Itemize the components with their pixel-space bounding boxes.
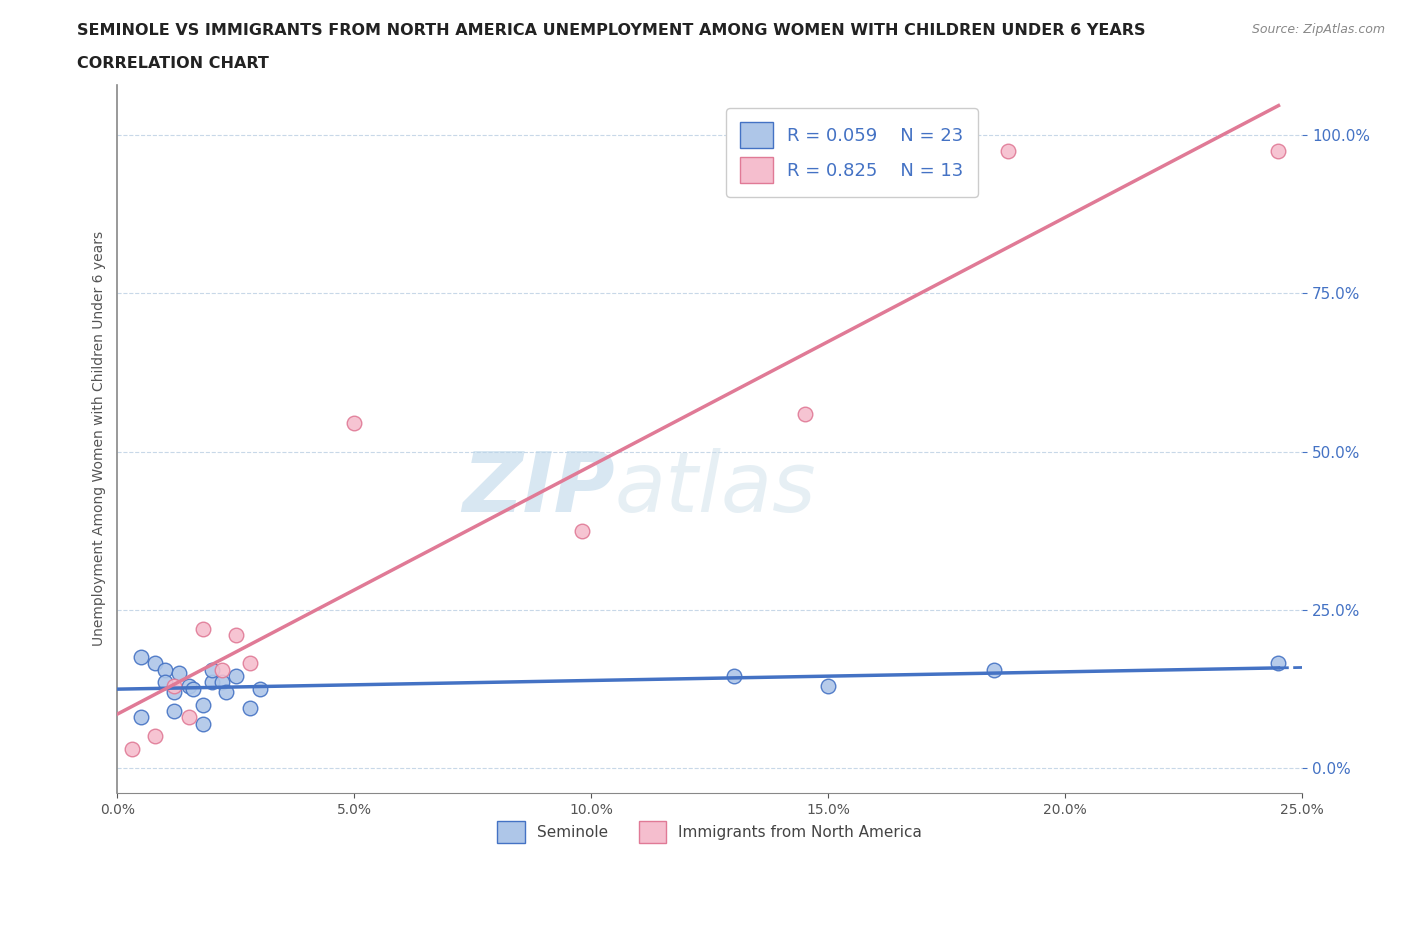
Point	[983, 662, 1005, 677]
Text: Source: ZipAtlas.com: Source: ZipAtlas.com	[1251, 23, 1385, 36]
Point	[121, 741, 143, 756]
Text: ZIP: ZIP	[463, 448, 614, 529]
Point	[163, 678, 186, 693]
Point	[153, 675, 176, 690]
Point	[249, 682, 271, 697]
Point	[191, 716, 214, 731]
Point	[211, 675, 233, 690]
Text: atlas: atlas	[614, 448, 817, 529]
Point	[129, 710, 152, 724]
Point	[129, 650, 152, 665]
Point	[181, 682, 204, 697]
Point	[163, 703, 186, 718]
Point	[211, 662, 233, 677]
Point	[177, 710, 200, 724]
Point	[143, 729, 166, 744]
Point	[239, 700, 262, 715]
Point	[201, 675, 224, 690]
Point	[201, 662, 224, 677]
Point	[997, 144, 1019, 159]
Point	[215, 684, 238, 699]
Point	[343, 416, 366, 431]
Point	[1267, 656, 1289, 671]
Point	[153, 662, 176, 677]
Point	[817, 678, 839, 693]
Y-axis label: Unemployment Among Women with Children Under 6 years: Unemployment Among Women with Children U…	[93, 232, 107, 646]
Point	[225, 628, 247, 643]
Point	[225, 669, 247, 684]
Point	[163, 684, 186, 699]
Text: SEMINOLE VS IMMIGRANTS FROM NORTH AMERICA UNEMPLOYMENT AMONG WOMEN WITH CHILDREN: SEMINOLE VS IMMIGRANTS FROM NORTH AMERIC…	[77, 23, 1146, 38]
Text: CORRELATION CHART: CORRELATION CHART	[77, 56, 269, 71]
Point	[191, 621, 214, 636]
Point	[793, 406, 815, 421]
Point	[191, 698, 214, 712]
Point	[177, 678, 200, 693]
Point	[723, 669, 745, 684]
Point	[167, 666, 190, 681]
Point	[1267, 144, 1289, 159]
Point	[239, 656, 262, 671]
Point	[143, 656, 166, 671]
Point	[571, 524, 593, 538]
Legend: Seminole, Immigrants from North America: Seminole, Immigrants from North America	[491, 816, 928, 849]
